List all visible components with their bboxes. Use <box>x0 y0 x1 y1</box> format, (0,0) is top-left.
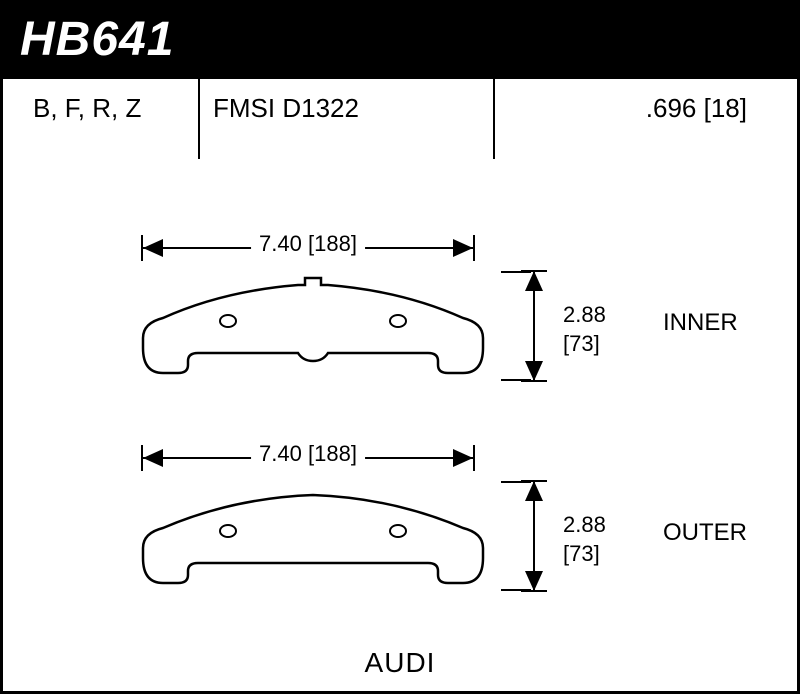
arrow-right-icon <box>453 449 473 467</box>
arrow-up-icon <box>525 271 543 291</box>
outer-height-dimension: 2.88 [73] <box>523 481 583 591</box>
arrow-up-icon <box>525 481 543 501</box>
spec-thickness: .696 [18] <box>493 93 767 124</box>
spec-row: B, F, R, Z FMSI D1322 .696 [18] <box>3 79 797 124</box>
arrow-right-icon <box>453 239 473 257</box>
outer-height-label: 2.88 [73] <box>563 511 606 568</box>
inner-pad-outline <box>123 273 503 393</box>
width-inches: 7.40 <box>259 231 302 256</box>
brand-label: AUDI <box>3 647 797 679</box>
outer-pad-group: 7.40 [188] <box>123 439 503 603</box>
dim-tick <box>473 235 475 261</box>
inner-width-dimension: 7.40 [188] <box>143 229 473 267</box>
width-inches: 7.40 <box>259 441 302 466</box>
outer-width-label: 7.40 [188] <box>251 441 365 467</box>
height-mm: [73] <box>563 541 600 566</box>
inner-width-label: 7.40 [188] <box>251 231 365 257</box>
part-number-title: HB641 <box>0 0 800 79</box>
arrow-left-icon <box>143 449 163 467</box>
dim-tick <box>473 445 475 471</box>
height-inches: 2.88 <box>563 512 606 537</box>
spec-fmsi: FMSI D1322 <box>213 93 493 124</box>
arrow-down-icon <box>525 571 543 591</box>
diagram-area: 7.40 [188] 2.88 [73] INNER <box>3 209 797 639</box>
inner-side-label: INNER <box>663 309 738 337</box>
width-mm: [188] <box>308 231 357 256</box>
spec-codes: B, F, R, Z <box>33 93 213 124</box>
width-mm: [188] <box>308 441 357 466</box>
inner-height-label: 2.88 [73] <box>563 301 606 358</box>
spec-sheet: B, F, R, Z FMSI D1322 .696 [18] 7.40 [18… <box>0 79 800 694</box>
height-mm: [73] <box>563 331 600 356</box>
arrow-down-icon <box>525 361 543 381</box>
inner-pad-group: 7.40 [188] <box>123 229 503 393</box>
inner-height-dimension: 2.88 [73] <box>523 271 583 381</box>
thickness-inches: .696 <box>646 93 697 123</box>
outer-side-label: OUTER <box>663 519 747 547</box>
outer-width-dimension: 7.40 [188] <box>143 439 473 477</box>
outer-pad-outline <box>123 483 503 603</box>
arrow-left-icon <box>143 239 163 257</box>
thickness-mm: [18] <box>704 93 747 123</box>
height-inches: 2.88 <box>563 302 606 327</box>
